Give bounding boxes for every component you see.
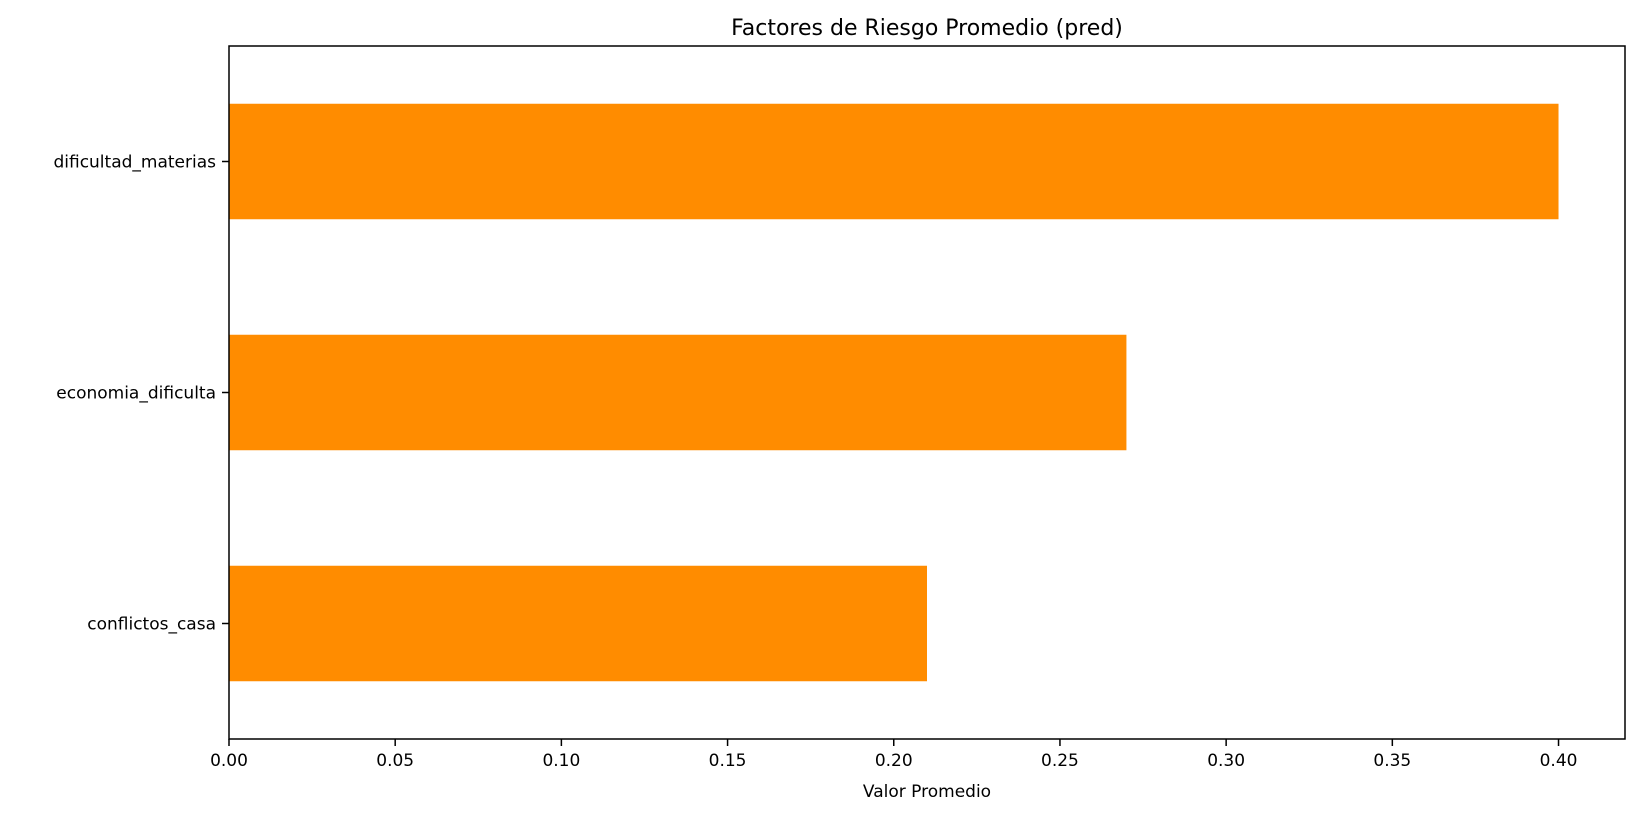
x-tick-label: 0.30 <box>1207 751 1245 771</box>
bar-conflictos-casa <box>229 565 927 682</box>
y-axis-ticks: dificultad_materias economia_dificultacon… <box>53 153 229 635</box>
x-tick-label: 0.05 <box>376 751 414 771</box>
x-tick-label: 0.00 <box>210 751 248 771</box>
y-tick-label: conflictos_casa <box>87 615 216 635</box>
y-tick-label: economia_dificulta <box>56 384 216 404</box>
y-tick-label: dificultad_materias <box>53 153 216 173</box>
bars-layer <box>229 103 1559 682</box>
x-axis-label: Valor Promedio <box>863 782 991 802</box>
x-tick-label: 0.35 <box>1373 751 1411 771</box>
x-tick-label: 0.15 <box>709 751 747 771</box>
x-tick-label: 0.40 <box>1540 751 1578 771</box>
x-tick-label: 0.25 <box>1041 751 1079 771</box>
x-tick-label: 0.10 <box>542 751 580 771</box>
bar-economia-dificulta <box>229 334 1127 451</box>
bar-dificultad-materias <box>229 103 1559 220</box>
chart-title: Factores de Riesgo Promedio (pred) <box>731 16 1123 41</box>
x-tick-label: 0.20 <box>875 751 913 771</box>
x-axis-ticks: 0.00 0.05 0.10 0.15 0.20 0.25 0.30 0.35 0.40 <box>210 739 1577 771</box>
